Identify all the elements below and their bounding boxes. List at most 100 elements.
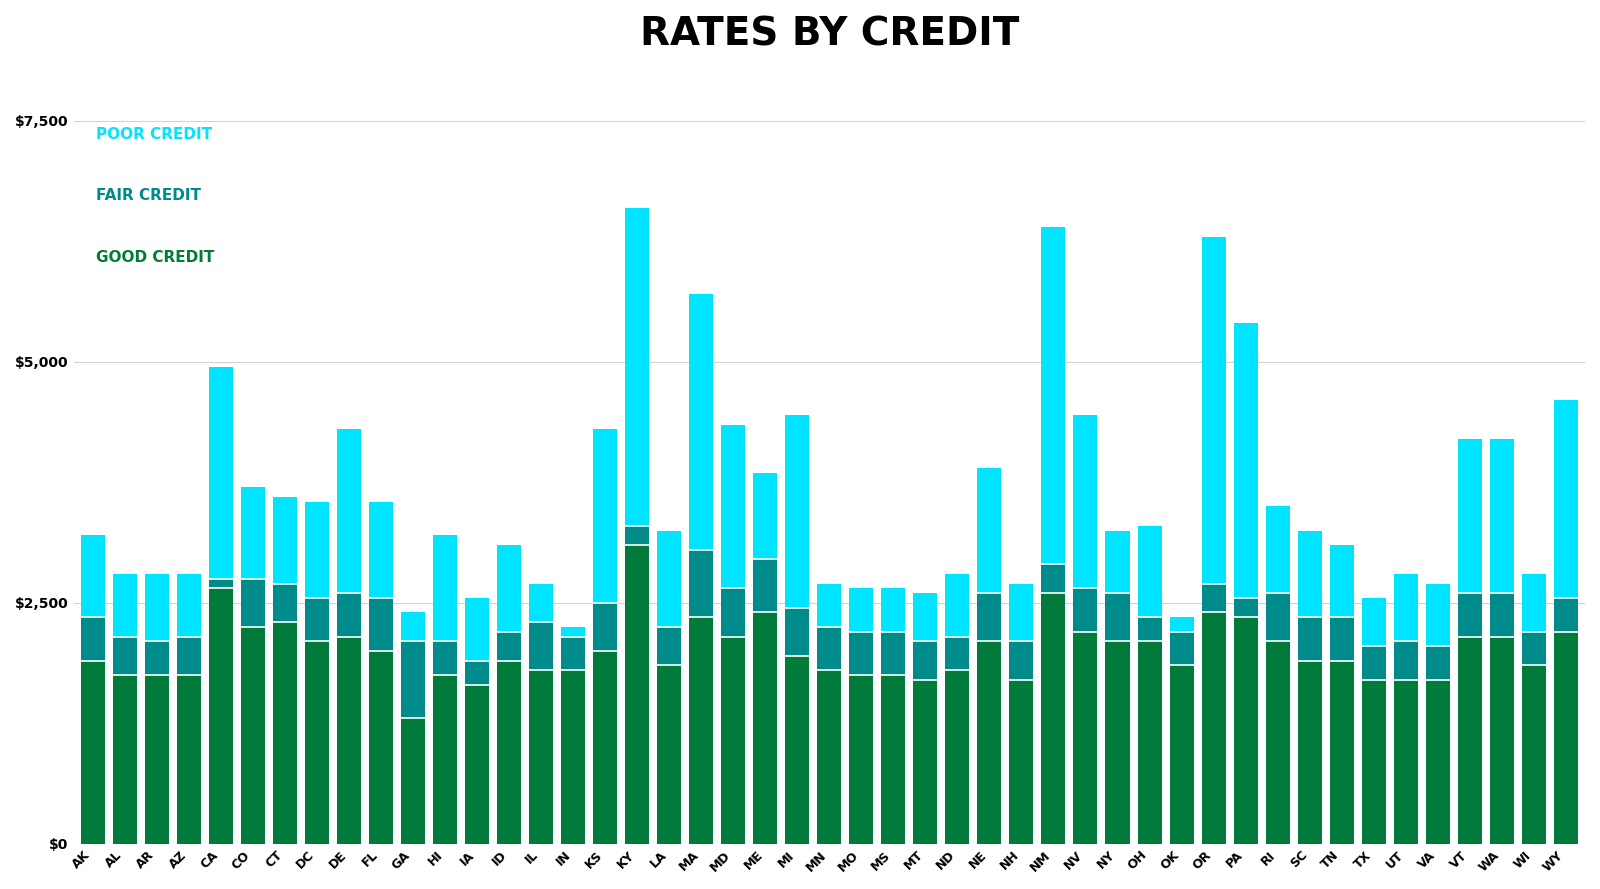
Text: FAIR CREDIT: FAIR CREDIT — [96, 188, 202, 204]
Bar — [210, 589, 234, 844]
Bar — [434, 641, 458, 675]
Bar — [338, 593, 362, 637]
Bar — [658, 531, 682, 627]
Bar — [978, 468, 1002, 593]
Bar — [818, 670, 842, 844]
Bar — [690, 294, 714, 549]
Text: POOR CREDIT: POOR CREDIT — [96, 127, 213, 141]
Bar — [1458, 593, 1482, 637]
Bar — [178, 574, 202, 637]
Bar — [690, 617, 714, 844]
Bar — [978, 593, 1002, 641]
Bar — [978, 641, 1002, 844]
Bar — [946, 574, 970, 637]
Bar — [498, 545, 522, 632]
Bar — [306, 641, 330, 844]
Bar — [850, 675, 874, 844]
Bar — [1298, 661, 1322, 844]
Bar — [818, 627, 842, 670]
Bar — [114, 637, 138, 675]
Bar — [850, 632, 874, 675]
Bar — [658, 627, 682, 665]
Bar — [690, 549, 714, 617]
Bar — [1106, 641, 1130, 844]
Bar — [1490, 637, 1514, 844]
Title: RATES BY CREDIT: RATES BY CREDIT — [640, 15, 1019, 53]
Bar — [434, 535, 458, 641]
Bar — [786, 607, 810, 656]
Bar — [1234, 324, 1258, 598]
Bar — [946, 637, 970, 670]
Bar — [626, 525, 650, 545]
Bar — [1490, 593, 1514, 637]
Bar — [114, 675, 138, 844]
Bar — [82, 617, 106, 661]
Bar — [562, 637, 586, 670]
Bar — [882, 632, 906, 675]
Bar — [338, 429, 362, 593]
Bar — [1298, 617, 1322, 661]
Bar — [1522, 574, 1546, 632]
Bar — [1042, 227, 1066, 565]
Bar — [1394, 680, 1418, 844]
Bar — [754, 473, 778, 559]
Bar — [1170, 617, 1194, 632]
Bar — [1010, 641, 1034, 680]
Bar — [1554, 598, 1578, 632]
Bar — [914, 680, 938, 844]
Bar — [1074, 632, 1098, 844]
Bar — [1426, 646, 1450, 680]
Bar — [370, 651, 394, 844]
Bar — [274, 622, 298, 844]
Bar — [146, 675, 170, 844]
Bar — [1330, 545, 1354, 617]
Bar — [1202, 583, 1226, 613]
Bar — [914, 641, 938, 680]
Bar — [1138, 641, 1162, 844]
Bar — [786, 415, 810, 607]
Bar — [530, 622, 554, 670]
Bar — [146, 641, 170, 675]
Bar — [1394, 574, 1418, 641]
Bar — [1266, 507, 1290, 593]
Bar — [1554, 400, 1578, 598]
Bar — [1554, 632, 1578, 844]
Bar — [1426, 583, 1450, 646]
Bar — [1266, 593, 1290, 641]
Bar — [370, 598, 394, 651]
Bar — [1202, 613, 1226, 844]
Bar — [274, 583, 298, 622]
Bar — [882, 675, 906, 844]
Bar — [242, 627, 266, 844]
Bar — [1042, 593, 1066, 844]
Bar — [1042, 565, 1066, 593]
Bar — [1266, 641, 1290, 844]
Bar — [338, 637, 362, 844]
Bar — [274, 497, 298, 583]
Bar — [1234, 617, 1258, 844]
Bar — [178, 637, 202, 675]
Bar — [210, 366, 234, 579]
Bar — [722, 425, 746, 589]
Bar — [1074, 589, 1098, 632]
Bar — [498, 661, 522, 844]
Bar — [594, 603, 618, 651]
Bar — [146, 574, 170, 641]
Bar — [1106, 593, 1130, 641]
Bar — [242, 487, 266, 579]
Text: GOOD CREDIT: GOOD CREDIT — [96, 250, 214, 265]
Bar — [818, 583, 842, 627]
Bar — [658, 665, 682, 844]
Bar — [1426, 680, 1450, 844]
Bar — [722, 589, 746, 637]
Bar — [722, 637, 746, 844]
Bar — [1490, 439, 1514, 593]
Bar — [466, 661, 490, 685]
Bar — [434, 675, 458, 844]
Bar — [946, 670, 970, 844]
Bar — [1522, 665, 1546, 844]
Bar — [530, 583, 554, 622]
Bar — [114, 574, 138, 637]
Bar — [1394, 641, 1418, 680]
Bar — [1458, 637, 1482, 844]
